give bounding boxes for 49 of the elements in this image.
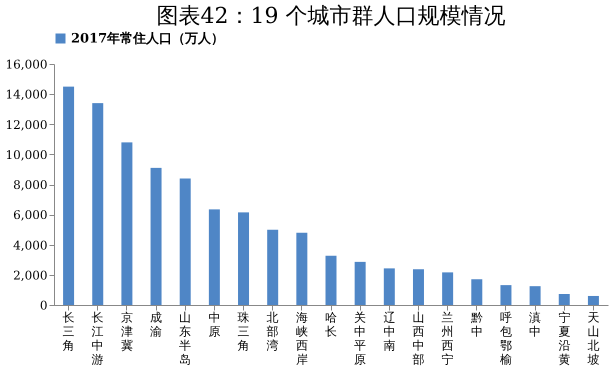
x-tick-label: 山东半岛 xyxy=(179,310,192,366)
x-tick-label: 中原 xyxy=(208,310,220,338)
y-tick-label: 2,000 xyxy=(13,268,48,282)
bar xyxy=(326,256,336,305)
x-tick-label: 滇中 xyxy=(529,310,542,338)
x-tick-label: 关中平原 xyxy=(354,310,366,366)
y-tick-label: 4,000 xyxy=(13,238,48,252)
x-tick-label: 北部湾 xyxy=(266,310,279,352)
x-tick-label: 京津冀 xyxy=(120,310,133,352)
bar xyxy=(471,279,482,305)
y-tick-label: 8,000 xyxy=(13,178,48,192)
x-tick-label: 辽中南 xyxy=(383,310,396,352)
y-tick-label: 16,000 xyxy=(6,58,48,72)
bar xyxy=(384,268,395,305)
y-tick-label: 6,000 xyxy=(13,208,48,222)
bar xyxy=(92,103,104,305)
x-tick-label: 宁夏沿黄 xyxy=(558,310,570,366)
bar xyxy=(63,86,74,305)
x-tick-label: 成渝 xyxy=(150,310,162,338)
y-tick-label: 12,000 xyxy=(6,118,48,132)
bar xyxy=(442,272,454,305)
bar xyxy=(208,209,220,305)
x-tick-label: 天山北坡 xyxy=(586,310,600,366)
bar xyxy=(500,285,512,305)
bar xyxy=(121,142,132,305)
bar xyxy=(530,286,541,305)
x-tick-label: 海峡西岸 xyxy=(296,310,308,366)
x-tick-label: 山西中部 xyxy=(412,310,424,366)
bar xyxy=(238,212,250,305)
x-tick-label: 兰州西宁 xyxy=(442,310,454,366)
bar xyxy=(354,262,366,305)
y-tick-label: 10,000 xyxy=(6,148,48,162)
x-tick-label: 哈长 xyxy=(325,310,337,338)
bar xyxy=(150,168,162,305)
x-tick-label: 珠三角 xyxy=(238,310,250,352)
bar xyxy=(412,269,424,305)
bar xyxy=(296,232,308,305)
x-tick-label: 长三角 xyxy=(62,310,75,352)
x-tick-label: 长江中游 xyxy=(92,310,104,366)
chart-title: 图表42：19 个城市群人口规模情况 xyxy=(156,4,506,29)
x-tick-label: 呼包鄂榆 xyxy=(500,310,512,366)
bar xyxy=(558,294,570,305)
y-tick-label: 14,000 xyxy=(6,88,48,102)
bar xyxy=(588,296,599,305)
bar xyxy=(267,230,278,305)
legend-label: 2017年常住人口（万人） xyxy=(71,32,224,46)
x-tick-label: 黔中 xyxy=(470,310,483,338)
y-tick-label: 0 xyxy=(40,298,48,312)
bar xyxy=(180,178,191,305)
